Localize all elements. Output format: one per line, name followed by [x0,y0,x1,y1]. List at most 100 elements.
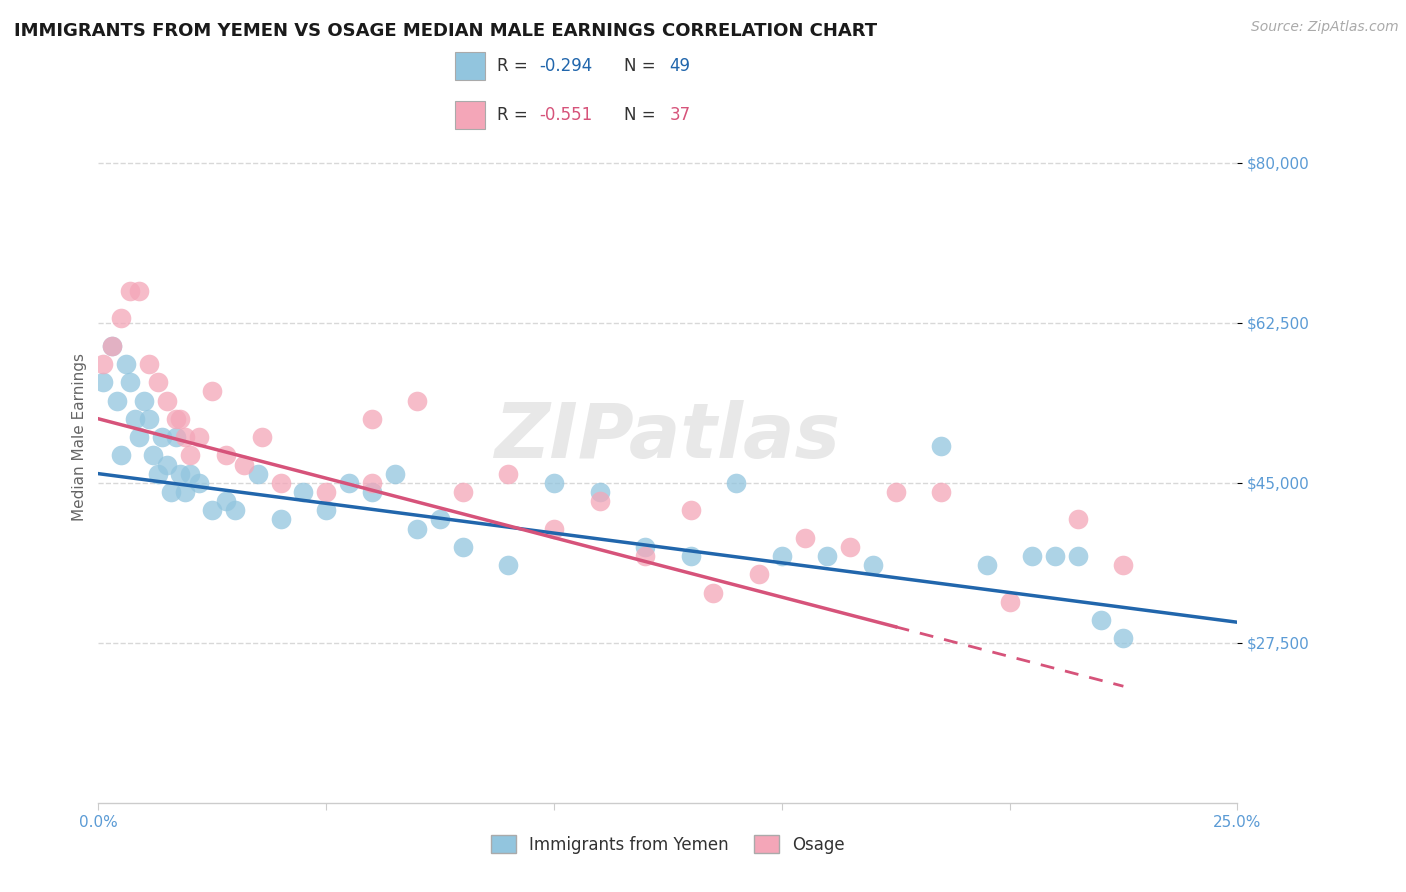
Point [201,503,224,517]
Point [543,521,565,535]
Point [862,558,884,573]
Point [679,549,702,563]
Point [128,430,150,444]
Point [146,375,169,389]
Point [165,430,187,444]
Point [187,430,209,444]
Point [337,475,360,490]
Text: -0.294: -0.294 [540,57,593,75]
Point [1067,512,1090,526]
Point [138,357,160,371]
Point [588,494,610,508]
Text: N =: N = [624,57,661,75]
Point [451,484,474,499]
Point [156,393,179,408]
Text: 49: 49 [669,57,690,75]
Point [233,458,256,472]
Point [128,284,150,298]
Point [120,284,142,298]
Point [793,531,815,545]
Point [976,558,998,573]
Y-axis label: Median Male Earnings: Median Male Earnings [72,353,87,521]
FancyBboxPatch shape [456,101,485,129]
Point [105,393,128,408]
Text: 37: 37 [669,106,690,124]
Legend: Immigrants from Yemen, Osage: Immigrants from Yemen, Osage [484,829,852,860]
Point [748,567,770,582]
Point [384,467,406,481]
Point [634,540,657,554]
Point [187,475,209,490]
Point [815,549,838,563]
Point [429,512,451,526]
Text: N =: N = [624,106,661,124]
Text: R =: R = [498,57,533,75]
Point [998,594,1021,608]
Text: IMMIGRANTS FROM YEMEN VS OSAGE MEDIAN MALE EARNINGS CORRELATION CHART: IMMIGRANTS FROM YEMEN VS OSAGE MEDIAN MA… [14,22,877,40]
Point [1021,549,1043,563]
FancyBboxPatch shape [456,52,485,80]
Point [224,503,246,517]
Point [101,338,124,352]
Point [498,467,520,481]
Point [91,357,114,371]
Point [406,521,429,535]
Point [110,448,132,462]
Point [179,467,201,481]
Point [201,384,224,399]
Point [114,357,136,371]
Point [929,439,952,453]
Text: Source: ZipAtlas.com: Source: ZipAtlas.com [1251,20,1399,34]
Point [142,448,165,462]
Point [156,458,179,472]
Text: R =: R = [498,106,533,124]
Point [215,494,238,508]
Point [270,512,292,526]
Point [246,467,269,481]
Point [360,475,382,490]
Point [543,475,565,490]
Point [174,430,197,444]
Point [839,540,862,554]
Point [588,484,610,499]
Point [360,484,382,499]
Point [215,448,238,462]
Point [679,503,702,517]
Point [315,484,337,499]
Point [179,448,201,462]
Text: ZIPatlas: ZIPatlas [495,401,841,474]
Point [146,467,169,481]
Point [124,411,146,425]
Point [1067,549,1090,563]
Point [252,430,274,444]
Point [101,338,124,352]
Point [1112,631,1135,645]
Point [91,375,114,389]
Point [770,549,793,563]
Point [1090,613,1112,627]
Point [702,585,724,599]
Point [132,393,155,408]
Point [169,467,191,481]
Point [1043,549,1066,563]
Point [929,484,952,499]
Point [160,484,183,499]
Point [360,411,382,425]
Point [165,411,187,425]
Point [498,558,520,573]
Point [174,484,197,499]
Point [270,475,292,490]
Point [110,311,132,326]
Text: -0.551: -0.551 [540,106,593,124]
Point [120,375,142,389]
Point [884,484,907,499]
Point [725,475,748,490]
Point [315,503,337,517]
Point [1112,558,1135,573]
Point [451,540,474,554]
Point [292,484,315,499]
Point [634,549,657,563]
Point [138,411,160,425]
Point [169,411,191,425]
Point [406,393,429,408]
